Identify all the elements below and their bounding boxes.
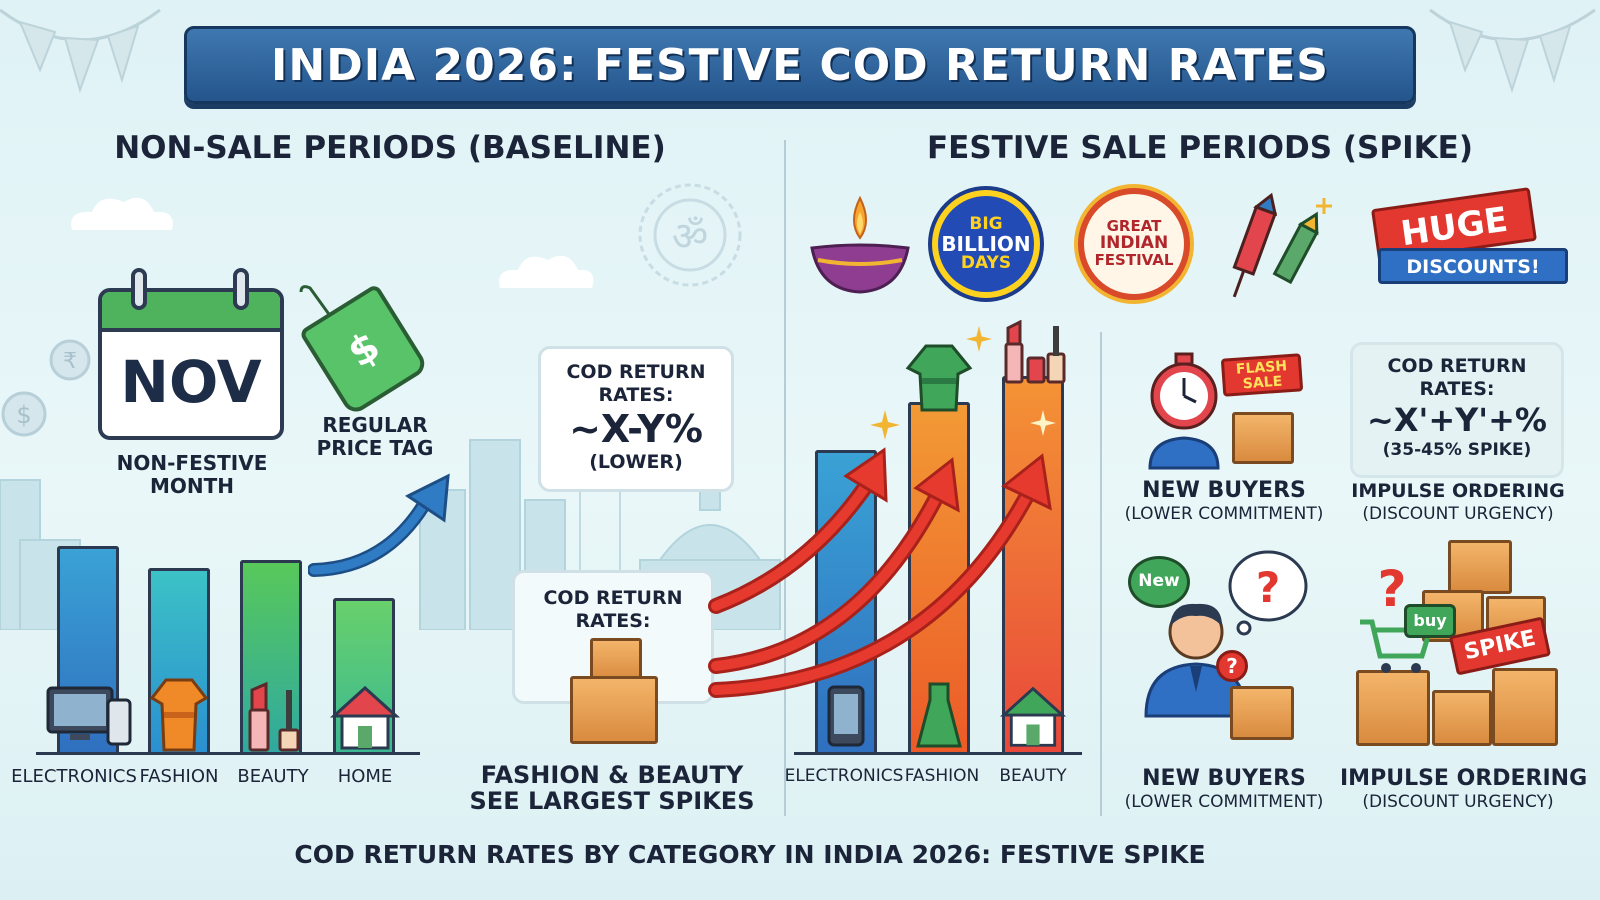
dollar-coin-icon: $ — [1, 391, 47, 437]
thought-bubble-question-icon: ? — [1228, 550, 1308, 636]
dress-icon — [905, 344, 973, 412]
category-label: FASHION — [139, 766, 219, 787]
svg-text:ॐ: ॐ — [672, 214, 708, 260]
bunting-right-decoration — [1429, 8, 1596, 94]
category-label: ELECTRONICS — [11, 766, 137, 787]
festive-axis — [794, 752, 1082, 755]
driver-title: NEW BUYERS — [1142, 478, 1306, 503]
package-box-icon — [1232, 412, 1294, 464]
category-label: FASHION — [904, 766, 980, 786]
new-badge: New — [1128, 556, 1190, 608]
om-mandala-icon: ॐ — [638, 183, 742, 287]
footer-caption: COD RETURN RATES BY CATEGORY IN INDIA 20… — [294, 840, 1206, 869]
rupee-coin-icon: ₹ — [49, 339, 91, 381]
cosmetics-icon — [1004, 320, 1066, 384]
dress-icon — [149, 678, 209, 752]
home-icon — [330, 685, 400, 750]
sparkle-icon — [966, 326, 992, 352]
page-title: INDIA 2026: FESTIVE COD RETURN RATES — [271, 39, 1329, 91]
baseline-rate-value: ~X-Y% — [569, 407, 703, 451]
calendar-icon: NOV — [98, 288, 284, 440]
left-section-heading: NON-SALE PERIODS (BASELINE) — [114, 130, 666, 166]
festive-rate-value: ~X'+Y'+% — [1367, 401, 1547, 439]
right-section-heading: FESTIVE SALE PERIODS (SPIKE) — [927, 130, 1473, 166]
spike-arrows-icon — [708, 447, 1052, 698]
baseline-cod-rate-box: COD RETURN RATES: ~X-Y% (LOWER) — [538, 346, 734, 492]
category-label: BEAUTY — [999, 766, 1067, 786]
cloud-icon — [71, 197, 173, 230]
computer-icon — [46, 686, 132, 746]
cloud-icon — [499, 255, 594, 288]
tag-string — [299, 285, 338, 325]
svg-text:₹: ₹ — [63, 349, 77, 374]
lipstick-icon — [248, 681, 300, 752]
driver-subtitle: (DISCOUNT URGENCY) — [1362, 792, 1554, 812]
middle-cod-rate-box: COD RETURN RATES: — [512, 570, 714, 704]
category-label: ELECTRONICS — [784, 766, 904, 786]
flash-sale-badge: FLASH SALE — [1220, 353, 1304, 397]
firecracker-rockets-icon — [1232, 192, 1332, 298]
category-label: BEAUTY — [237, 766, 309, 787]
great-indian-festival-badge: GREAT INDIAN FESTIVAL — [1078, 188, 1190, 300]
question-icon: ? — [1216, 650, 1248, 682]
fashion-beauty-caption: FASHION & BEAUTY SEE LARGEST SPIKES — [469, 761, 755, 815]
driver-subtitle: (DISCOUNT URGENCY) — [1362, 504, 1554, 524]
driver-title: IMPULSE ORDERING — [1351, 480, 1565, 502]
svg-text:$: $ — [16, 401, 31, 429]
package-box-icon — [570, 638, 670, 748]
stopwatch-icon — [1150, 352, 1218, 430]
person-icon — [1144, 603, 1248, 718]
title-banner: INDIA 2026: FESTIVE COD RETURN RATES — [184, 26, 1416, 104]
person-icon — [1148, 436, 1220, 470]
svg-text:?: ? — [1256, 563, 1280, 612]
package-box-icon — [1230, 686, 1294, 740]
home-icon — [1000, 686, 1066, 747]
category-label: HOME — [337, 766, 393, 787]
baseline-axis — [36, 752, 420, 755]
driver-subtitle: (LOWER COMMITMENT) — [1124, 792, 1324, 812]
buy-tag: buy — [1404, 604, 1456, 638]
calendar-ring — [233, 268, 249, 310]
driver-title: NEW BUYERS — [1142, 766, 1306, 791]
dress-icon — [916, 682, 962, 748]
sparkle-icon — [870, 410, 900, 440]
big-billion-days-badge: BIG BILLION DAYS — [928, 186, 1044, 302]
driver-subtitle: (LOWER COMMITMENT) — [1124, 504, 1324, 524]
sparkle-icon — [1030, 410, 1056, 436]
svg-text:?: ? — [1377, 560, 1406, 616]
phone-icon — [827, 685, 865, 747]
diya-lamp-icon — [810, 195, 910, 294]
huge-discounts-banner: HUGE DISCOUNTS! — [1354, 187, 1590, 296]
vertical-divider — [1100, 332, 1102, 816]
vertical-divider — [784, 140, 786, 816]
driver-title: IMPULSE ORDERING — [1340, 766, 1588, 791]
upward-arrow-icon — [308, 473, 450, 577]
calendar-month: NOV — [120, 348, 262, 416]
calendar-caption: NON-FESTIVE MONTH — [116, 451, 268, 498]
question-mark-icon: ? — [1377, 560, 1406, 616]
festive-cod-rate-box: COD RETURN RATES: ~X'+Y'+% (35-45% SPIKE… — [1350, 342, 1564, 478]
calendar-ring — [131, 268, 147, 310]
bunting-left-decoration — [0, 8, 161, 94]
price-tag-caption: REGULAR PRICE TAG — [316, 413, 434, 460]
